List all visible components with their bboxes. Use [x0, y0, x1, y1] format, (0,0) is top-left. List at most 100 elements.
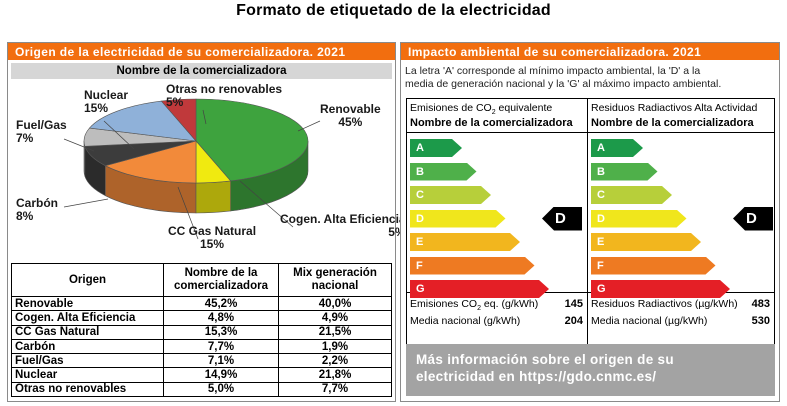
impact-description: La letra 'A' corresponde al mínimo impac… — [405, 65, 777, 91]
cell-mix: 21,8% — [278, 367, 392, 383]
co2-scale: Emisiones de CO2 equivalente Nombre de l… — [406, 98, 588, 348]
table-row: Renovable 45,2% 40,0% — [11, 295, 392, 312]
rad-waste-row: Residuos Radiactivos (µg/kWh) 483 — [588, 296, 774, 313]
cell-comercializadora: 7,1% — [163, 353, 279, 369]
co2-values: Emisiones CO2 eq. (g/kWh) 145 Media nacio… — [407, 296, 587, 330]
pie-leader-line — [63, 138, 95, 152]
cell-mix: 7,7% — [278, 381, 392, 398]
cell-comercializadora: 7,7% — [163, 338, 279, 355]
cell-comercializadora: 14,9% — [163, 367, 279, 383]
co2-emissions-value: 145 — [564, 298, 583, 310]
origin-header: Origen de la electricidad de su comercia… — [8, 43, 395, 60]
cell-comercializadora: 4,8% — [163, 310, 279, 326]
rad-subtitle: Nombre de la comercializadora — [588, 116, 774, 133]
rating-bar-g: G — [410, 280, 549, 298]
rad-national-row: Media nacional (µg/kWh) 530 — [588, 313, 774, 330]
pie-leader-line — [103, 120, 135, 150]
more-info-box: Más información sobre el origen de su el… — [406, 344, 775, 396]
cell-comercializadora: 45,2% — [163, 295, 279, 312]
rating-pointer: D — [733, 206, 773, 231]
pie-leader-line — [177, 186, 199, 240]
table-row: Carbón 7,7% 1,9% — [11, 338, 392, 355]
origin-table: Origen Nombre de la comercializadora Mix… — [11, 263, 392, 398]
col-comercializadora: Nombre de la comercializadora — [163, 263, 279, 297]
rating-bar-g: G — [591, 280, 730, 298]
cell-mix: 4,9% — [278, 310, 392, 326]
col-origen: Origen — [11, 263, 164, 297]
pie-label-otras: Otras no renovables 5% — [166, 82, 283, 109]
impact-panel: Impacto ambiental de su comercializadora… — [400, 42, 780, 402]
co2-title: Emisiones de CO2 equivalente — [410, 102, 553, 117]
pie-label-renovable: Renovable 45% — [320, 102, 381, 129]
rating-bar-f: F — [410, 257, 535, 275]
pie-label-ccgas: CC Gas Natural 15% — [168, 224, 257, 251]
rating-bar-a: A — [591, 139, 643, 157]
cell-origen: Nuclear — [11, 367, 164, 383]
retailer-name-label: Nombre de la comercializadora — [11, 63, 392, 79]
pie-label-nuclear: Nuclear 15% — [84, 88, 129, 115]
origin-pie-chart: Nuclear 15% Otras no renovables 5% Renovab… — [8, 79, 406, 299]
table-row: Cogen. Alta Eficiencia 4,8% 4,9% — [11, 310, 392, 326]
rating-pointer: D — [542, 206, 582, 231]
rad-values: Residuos Radiactivos (µg/kWh) 483 Media n… — [588, 296, 774, 330]
desc-line: La letra 'A' corresponde al mínimo impac… — [405, 65, 701, 77]
table-row: Fuel/Gas 7,1% 2,2% — [11, 353, 392, 369]
co2-emissions-row: Emisiones CO2 eq. (g/kWh) 145 — [410, 298, 583, 313]
info-line: Más información sobre el origen de su — [416, 352, 674, 367]
table-row: Otras no renovables 5,0% 7,7% — [11, 381, 392, 398]
table-row: CC Gas Natural 15,3% 21,5% — [11, 324, 392, 340]
pie-slice-cc-gas-natural — [104, 140, 197, 184]
pie-slice-otras-no-renovables — [160, 98, 197, 142]
col-mix-nacional: Mix generación nacional — [278, 263, 392, 297]
rating-bar-e: E — [591, 233, 701, 251]
rating-bar-b: B — [410, 163, 477, 181]
cell-origen: Carbón — [11, 338, 164, 355]
pie-side-cogen-alta-eficiencia — [195, 180, 231, 214]
cell-origen: CC Gas Natural — [11, 324, 164, 340]
rating-bar-c: C — [591, 186, 672, 204]
info-link[interactable]: electricidad en https://gdo.cnmc.es/ — [416, 369, 657, 384]
impact-header: Impacto ambiental de su comercializadora… — [401, 43, 779, 60]
rating-bar-d: D — [591, 210, 687, 228]
cell-origen: Cogen. Alta Eficiencia — [11, 310, 164, 326]
rating-bar-d: D — [410, 210, 506, 228]
rad-waste-value: 483 — [751, 298, 770, 310]
cell-mix: 40,0% — [278, 295, 392, 312]
table-header-row: Origen Nombre de la comercializadora Mix… — [11, 263, 392, 297]
cell-comercializadora: 5,0% — [163, 381, 279, 398]
rad-national-value: 530 — [751, 315, 770, 327]
radioactive-scale: Residuos Radiactivos Alta Actividad Nomb… — [587, 98, 775, 348]
pie-label-fuelgas: Fuel/Gas 7% — [16, 118, 67, 145]
page-title: Formato de etiquetado de la electricidad — [236, 2, 551, 19]
cell-mix: 2,2% — [278, 353, 392, 369]
pie-leader-line — [63, 198, 109, 208]
cell-origen: Renovable — [11, 295, 164, 312]
pie-label-carbon: Carbón 8% — [16, 196, 58, 223]
co2-subtitle: Nombre de la comercializadora — [407, 116, 587, 133]
cell-mix: 21,5% — [278, 324, 392, 340]
pie-svg — [63, 98, 321, 240]
origin-panel: Origen de la electricidad de su comercia… — [7, 42, 406, 402]
pie-slice-nuclear — [88, 100, 197, 142]
pie-leader-line — [239, 180, 294, 228]
pie-slice-renovable — [195, 98, 309, 182]
pie-label-cogen: Cogen. Alta Eficiencia 5% — [280, 212, 406, 239]
co2-national-value: 204 — [564, 315, 583, 327]
pie-leader-line — [297, 120, 321, 132]
cell-origen: Otras no renovables — [11, 381, 164, 398]
cell-mix: 1,9% — [278, 338, 392, 355]
rating-bar-c: C — [410, 186, 491, 204]
desc-line: media de generación nacional y la 'G' al… — [405, 78, 722, 90]
co2-national-row: Media nacional (g/kWh) 204 — [407, 313, 587, 330]
rating-bar-b: B — [591, 163, 658, 181]
rad-title: Residuos Radiactivos Alta Actividad — [591, 102, 758, 114]
cell-origen: Fuel/Gas — [11, 353, 164, 369]
rating-bar-a: A — [410, 139, 462, 157]
rating-bar-f: F — [591, 257, 716, 275]
table-row: Nuclear 14,9% 21,8% — [11, 367, 392, 383]
pie-leader-line — [202, 109, 207, 125]
cell-comercializadora: 15,3% — [163, 324, 279, 340]
rating-bar-e: E — [410, 233, 520, 251]
